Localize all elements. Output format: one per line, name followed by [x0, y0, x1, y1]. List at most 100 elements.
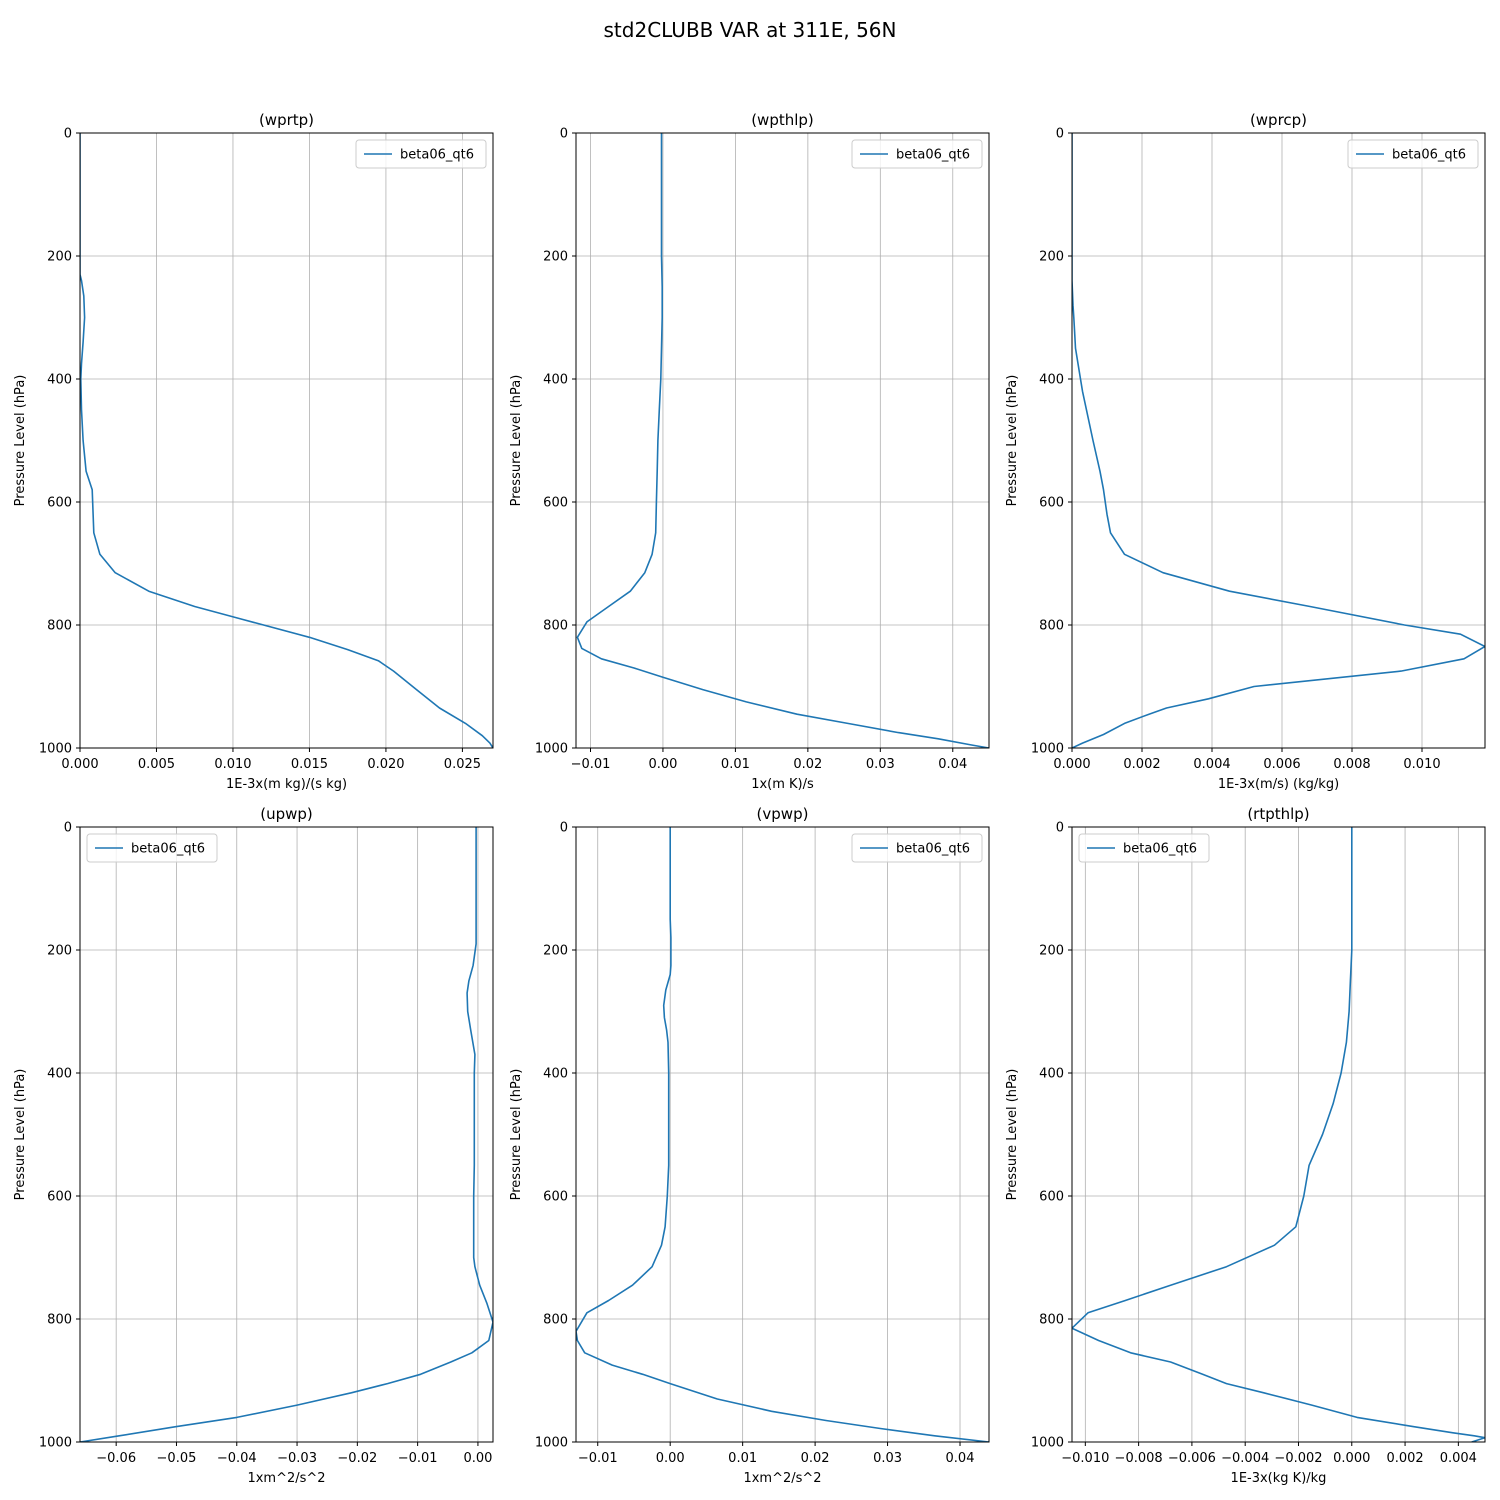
y-axis-label: Pressure Level (hPa): [1005, 375, 1020, 507]
x-tick-label: 0.01: [728, 1451, 757, 1466]
axes-frame: [1071, 132, 1486, 749]
x-tick-label: −0.01: [398, 1451, 438, 1466]
subplot-wprcp: 0.000 0.002 0.004 0.006 0.008 0.010 0 200 400 600…: [1005, 111, 1486, 792]
y-axis-label: Pressure Level (hPa): [13, 1069, 28, 1201]
y-tick-label: 200: [47, 944, 72, 959]
y-tick-label: 400: [1039, 1067, 1064, 1082]
subplot-title: (wpthlp): [751, 111, 814, 129]
x-tick-label: −0.002: [1274, 1451, 1322, 1466]
x-tick-label: −0.05: [157, 1451, 197, 1466]
legend-box: [1347, 139, 1479, 169]
subplot-grid: 0.000 0.005 0.010 0.015 0.020 0.0250200400600…: [13, 111, 1486, 1486]
x-tick-label: −0.04: [217, 1451, 257, 1466]
legend: beta06_qt6: [851, 833, 983, 863]
legend-box: [851, 833, 983, 863]
y-tick-label: 600: [543, 1190, 568, 1205]
subplot-title: (wprcp): [1250, 111, 1307, 129]
y-tick-label: 200: [47, 250, 72, 265]
x-axis-label: 1xm^2/s^2: [743, 1471, 821, 1486]
series-line: [1072, 827, 1485, 1442]
x-tick-label: 0.00: [656, 1451, 685, 1466]
subplot-title: (upwp): [260, 805, 313, 823]
axes-frame: [1071, 826, 1486, 1443]
legend: beta06_qt6: [1347, 139, 1479, 169]
y-tick-label: 0: [560, 127, 568, 142]
x-tick-label: −0.01: [578, 1451, 618, 1466]
x-tick-label: −0.03: [277, 1451, 317, 1466]
series-line: [1072, 133, 1485, 748]
x-tick-label: −0.008: [1115, 1451, 1163, 1466]
x-tick-label: −0.004: [1221, 1451, 1269, 1466]
y-axis-label: Pressure Level (hPa): [1005, 1069, 1020, 1201]
legend-box: [355, 139, 487, 169]
subplot-vpwp: −0.01 0.00 0.01 0.02 0.03 0.04 0 200 400 600 800 10…: [509, 805, 990, 1486]
y-tick-label: 1000: [39, 742, 72, 757]
x-tick-label: 0.004: [1193, 757, 1230, 772]
axes-frame: [79, 132, 494, 749]
subplot-wprtp: 0.000 0.005 0.010 0.015 0.020 0.025 0 200 400 600…: [13, 111, 494, 792]
y-tick-label: 1000: [535, 742, 568, 757]
figure-title: std2CLUBB VAR at 311E, 56N: [604, 18, 897, 42]
series-line: [80, 133, 493, 748]
x-axis-label: 1E-3x(kg K)/kg: [1231, 1471, 1327, 1486]
x-tick-label: 0.010: [1403, 757, 1440, 772]
legend: beta06_qt6: [1078, 833, 1210, 863]
x-tick-label: 0.005: [138, 757, 175, 772]
x-axis-label: 1E-3x(m kg)/(s kg): [226, 777, 347, 792]
legend-label: beta06_qt6: [1123, 842, 1197, 857]
y-tick-label: 400: [47, 1067, 72, 1082]
y-tick-label: 1000: [535, 1436, 568, 1451]
x-tick-label: −0.010: [1061, 1451, 1109, 1466]
x-tick-label: 0.000: [1333, 1451, 1370, 1466]
y-tick-label: 200: [1039, 250, 1064, 265]
y-tick-label: 1000: [39, 1436, 72, 1451]
y-axis-label: Pressure Level (hPa): [509, 375, 524, 507]
series-line: [80, 827, 493, 1442]
subplot-upwp: −0.06 −0.05 −0.04 −0.03 −0.02 −0.01 0.00 0 200 40…: [13, 805, 494, 1486]
y-tick-label: 800: [47, 1313, 72, 1328]
y-tick-label: 600: [543, 496, 568, 511]
y-tick-label: 800: [47, 619, 72, 634]
x-axis-label: 1E-3x(m/s) (kg/kg): [1218, 777, 1339, 792]
x-tick-label: 0.002: [1123, 757, 1160, 772]
y-tick-label: 0: [1056, 127, 1064, 142]
y-tick-label: 600: [1039, 496, 1064, 511]
legend-label: beta06_qt6: [131, 842, 205, 857]
x-tick-label: 0.004: [1440, 1451, 1477, 1466]
x-tick-label: 0.000: [1053, 757, 1090, 772]
x-tick-label: 0.015: [291, 757, 328, 772]
legend-label: beta06_qt6: [896, 842, 970, 857]
x-tick-label: 0.00: [648, 757, 677, 772]
y-tick-label: 800: [1039, 1313, 1064, 1328]
legend: beta06_qt6: [851, 139, 983, 169]
subplot-title: (wprtp): [259, 111, 314, 129]
x-tick-label: 0.006: [1263, 757, 1300, 772]
x-tick-label: 0.02: [801, 1451, 830, 1466]
legend-box: [86, 833, 218, 863]
x-tick-label: 0.010: [214, 757, 251, 772]
legend-label: beta06_qt6: [896, 148, 970, 163]
legend-label: beta06_qt6: [1392, 148, 1466, 163]
x-tick-label: 0.02: [793, 757, 822, 772]
y-tick-label: 0: [1056, 821, 1064, 836]
legend-box: [851, 139, 983, 169]
y-tick-label: 400: [47, 373, 72, 388]
x-tick-label: 0.03: [866, 757, 895, 772]
y-tick-label: 0: [64, 821, 72, 836]
axes-frame: [575, 826, 990, 1443]
subplot-title: (rtpthlp): [1247, 805, 1309, 823]
y-tick-label: 400: [543, 1067, 568, 1082]
x-tick-label: 0.025: [444, 757, 481, 772]
x-tick-label: 0.000: [61, 757, 98, 772]
y-tick-label: 200: [543, 250, 568, 265]
x-tick-label: −0.01: [571, 757, 611, 772]
x-tick-label: −0.006: [1168, 1451, 1216, 1466]
subplot-wpthlp: −0.01 0.00 0.01 0.02 0.03 0.04 0 200 400 600 800 10…: [509, 111, 990, 792]
legend: beta06_qt6: [355, 139, 487, 169]
x-tick-label: 0.00: [463, 1451, 492, 1466]
y-tick-label: 400: [543, 373, 568, 388]
x-tick-label: 0.04: [946, 1451, 975, 1466]
y-tick-label: 400: [1039, 373, 1064, 388]
y-tick-label: 800: [543, 619, 568, 634]
